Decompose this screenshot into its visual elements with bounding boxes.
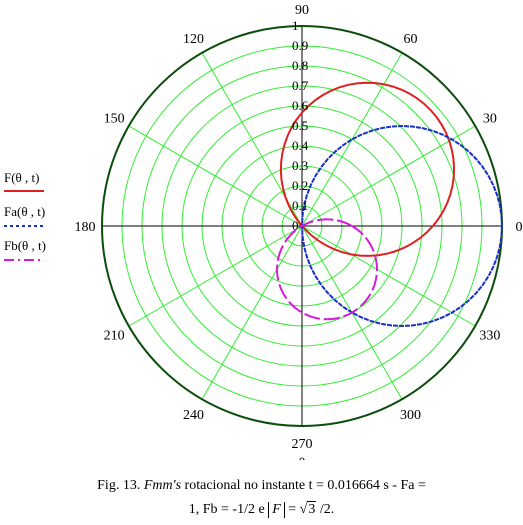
grid-spoke: [128, 125, 303, 227]
legend-label-fb: Fb(θ , t): [4, 238, 46, 253]
angle-tick-label: 30: [483, 112, 497, 127]
radial-tick-label: 0.4: [292, 138, 309, 153]
grid-spoke: [301, 225, 476, 327]
caption-equals: =: [284, 502, 300, 517]
series-group: [275, 81, 504, 328]
tick-labels: 0 30 60 90 120 150 180 210 240 270 300 330 0 0.1 0.2 0.…: [75, 3, 523, 460]
angle-tick-label: 180: [75, 220, 96, 235]
angle-tick-label: 60: [404, 32, 418, 47]
x-axis-label: θ: [298, 456, 305, 460]
radial-tick-label: 0.8: [292, 58, 308, 73]
abs-f-symbol: F: [268, 502, 285, 518]
angle-tick-label: 90: [295, 3, 309, 18]
angle-tick-label: 120: [183, 32, 204, 47]
angle-tick-label: 300: [400, 408, 421, 423]
caption-line2-prefix: 1, Fb = -1/2 e: [188, 502, 269, 517]
angle-tick-label: 0: [516, 220, 523, 235]
caption-line1-rest: rotacional no instante t = 0.016664 s - …: [181, 478, 426, 493]
radial-tick-label: 0.6: [292, 98, 309, 113]
radial-tick-label: 0.9: [292, 38, 308, 53]
caption-prefix: Fig. 13.: [97, 478, 144, 493]
series-line-0: [279, 81, 456, 257]
radial-tick-label: 1: [292, 18, 299, 33]
legend-swatch-f: [4, 190, 44, 192]
caption-line2-suffix: /2.: [316, 502, 335, 517]
figure-caption-line2: 1, Fb = -1/2 e F = √3 /2.: [0, 501, 523, 518]
angle-tick-label: 150: [104, 112, 125, 127]
angle-tick-label: 210: [104, 329, 125, 344]
grid-spoke: [301, 52, 403, 227]
legend-swatch-fb: [4, 259, 44, 261]
caption-italic-term: Fmm's: [143, 478, 182, 493]
radial-tick-label: 0.5: [292, 118, 308, 133]
grid-spoke: [301, 125, 476, 227]
angle-tick-label: 270: [292, 437, 313, 452]
radial-tick-label: 0.3: [292, 158, 308, 173]
polar-chart: 0 30 60 90 120 150 180 210 240 270 300 330 0 0.1 0.2 0.…: [75, 3, 523, 460]
legend-label-fa: Fa(θ , t): [4, 204, 46, 219]
sqrt-sign: √: [299, 502, 308, 517]
angle-tick-label: 330: [479, 329, 500, 344]
figure-caption-line1: Fig. 13. Fmm's rotacional no instante t …: [0, 478, 523, 494]
grid-spoke: [201, 225, 303, 400]
series-line-2: [275, 218, 379, 321]
angle-tick-label: 240: [183, 408, 204, 423]
grid-spoke: [128, 225, 303, 327]
legend-swatch-fa: [4, 225, 44, 227]
legend-label-f: F(θ , t): [4, 170, 40, 185]
radial-tick-label: 0.2: [292, 178, 308, 193]
radial-tick-label: 0.7: [292, 78, 309, 93]
sqrt-radicand: 3: [307, 501, 317, 517]
radial-tick-label: 0.1: [292, 198, 308, 213]
radial-tick-label: 0: [292, 218, 299, 233]
sqrt-expression: √3: [299, 501, 317, 518]
